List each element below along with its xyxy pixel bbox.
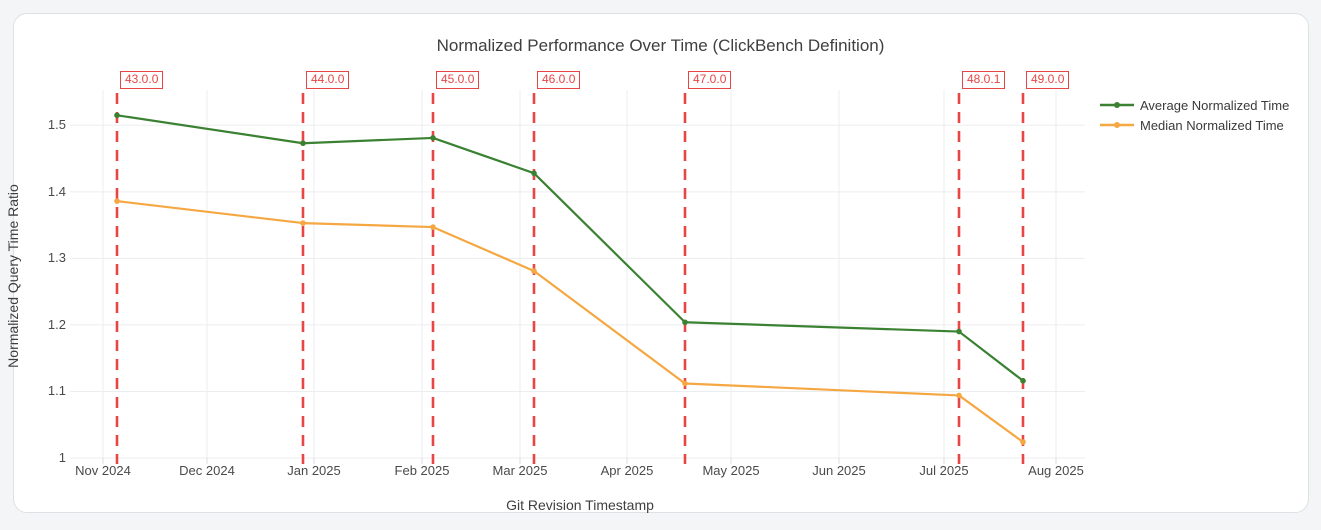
x-tick-label: Nov 2024: [75, 463, 131, 478]
y-tick-label: 1.2: [47, 316, 66, 332]
x-tick-label: Jan 2025: [287, 463, 341, 478]
data-point-marker: [956, 328, 962, 335]
series-line-average: [115, 114, 1025, 382]
legend-line-icon: [1100, 102, 1134, 108]
data-point-marker: [682, 319, 688, 326]
release-version-label: 47.0.0: [688, 71, 732, 89]
data-point-marker: [300, 220, 306, 226]
data-point-marker: [956, 392, 962, 399]
release-version-label: 48.0.1: [962, 71, 1006, 89]
x-tick-label: Mar 2025: [492, 463, 548, 478]
x-tick-label: Aug 2025: [1028, 463, 1084, 478]
release-version-label: 45.0.0: [436, 71, 480, 89]
data-point-marker: [682, 380, 688, 387]
chart-title: Normalized Performance Over Time (ClickB…: [436, 36, 885, 55]
data-point-marker: [1020, 439, 1026, 445]
x-tick-label: Jun 2025: [812, 463, 866, 478]
release-version-label: 43.0.0: [120, 71, 164, 89]
x-tick-label: Dec 2024: [179, 463, 235, 478]
x-tick-label: Jul 2025: [919, 463, 969, 478]
data-point-marker: [430, 135, 436, 141]
data-point-marker: [300, 140, 306, 147]
release-version-label: 46.0.0: [537, 71, 581, 89]
x-tick-label: Feb 2025: [394, 463, 450, 478]
legend-line-icon: [1100, 122, 1134, 128]
legend: Average Normalized Time Median Normalized…: [1100, 95, 1289, 135]
release-version-label: 49.0.0: [1026, 71, 1070, 89]
x-axis-title: Git Revision Timestamp: [506, 497, 654, 513]
data-point-marker: [1020, 378, 1026, 384]
data-point-marker: [531, 170, 537, 176]
x-tick-label: Apr 2025: [600, 463, 654, 478]
y-tick-label: 1.1: [47, 383, 66, 399]
legend-item-average[interactable]: Average Normalized Time: [1100, 95, 1289, 115]
legend-label: Average Normalized Time: [1140, 97, 1290, 113]
y-tick-label: 1.5: [47, 117, 66, 133]
data-point-marker: [430, 224, 436, 230]
data-point-marker: [114, 112, 120, 119]
legend-label: Median Normalized Time: [1140, 117, 1284, 133]
y-tick-label: 1: [58, 450, 66, 465]
y-tick-label: 1.3: [47, 250, 66, 266]
series-line-median: [115, 200, 1025, 444]
release-version-label: 44.0.0: [306, 71, 350, 89]
legend-item-median[interactable]: Median Normalized Time: [1100, 115, 1289, 135]
data-point-marker: [114, 198, 120, 204]
x-tick-label: May 2025: [702, 463, 760, 478]
data-point-marker: [531, 268, 537, 274]
chart-card: [13, 13, 1309, 513]
y-tick-label: 1.4: [47, 183, 66, 199]
